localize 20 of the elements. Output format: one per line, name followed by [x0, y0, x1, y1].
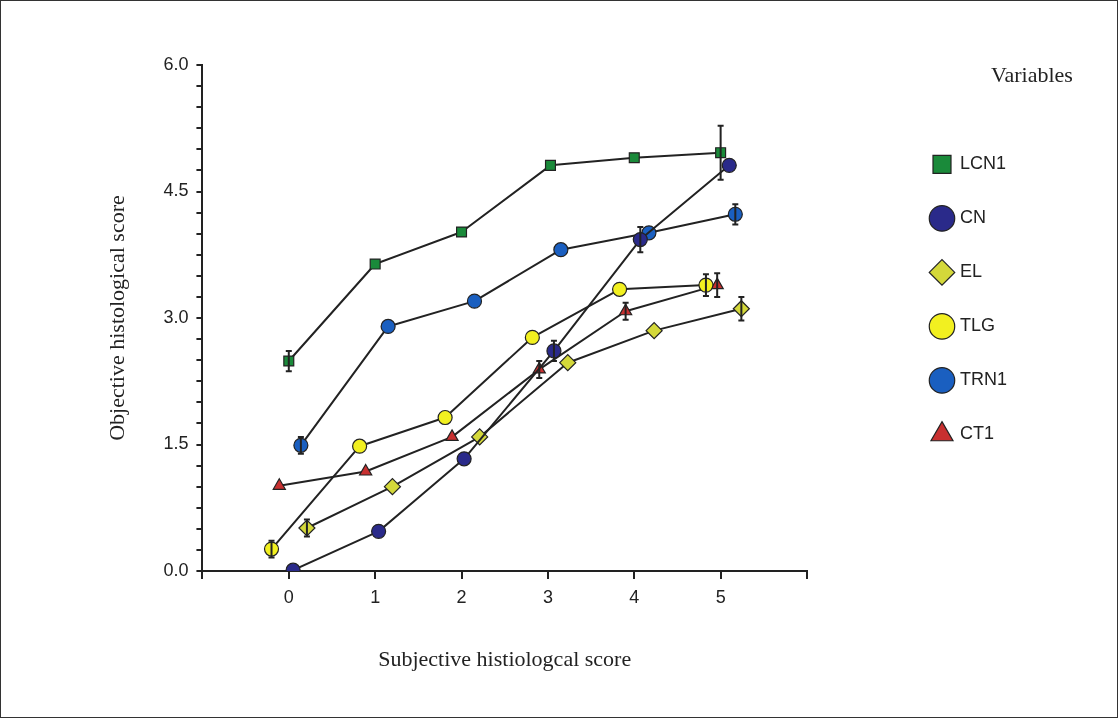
x-tick-label: 0 [283, 586, 294, 607]
x-tick-label: 3 [542, 586, 553, 607]
legend-label: LCN1 [960, 153, 1007, 174]
legend-label: EL [960, 261, 983, 282]
y-tick-label: 4.5 [163, 180, 189, 201]
legend-label: TRN1 [960, 369, 1008, 390]
x-tick-label: 4 [629, 586, 640, 607]
x-tick-label: 5 [715, 586, 726, 607]
legend-label: CT1 [960, 423, 995, 444]
y-tick-label: 1.5 [163, 433, 189, 454]
y-axis-title: Objective histological score [103, 195, 129, 441]
x-axis-title: Subjective histiologcal score [378, 645, 632, 671]
legend-label: TLG [960, 315, 996, 336]
y-tick-label: 6.0 [163, 53, 189, 74]
legend-label: CN [960, 207, 986, 228]
x-tick-label: 1 [370, 586, 381, 607]
legend-title: Variables [991, 61, 1073, 87]
x-tick-label: 2 [456, 586, 467, 607]
y-tick-label: 3.0 [163, 306, 189, 327]
y-tick-label: 0.0 [163, 559, 189, 580]
